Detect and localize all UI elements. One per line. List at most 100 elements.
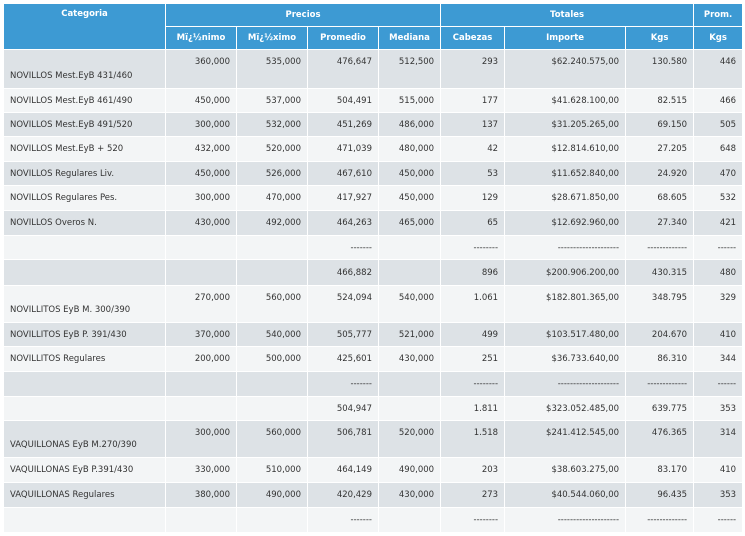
category-cell: NOVILLOS Overos N. <box>3 210 166 236</box>
value-cell: 450,000 <box>377 161 442 186</box>
value-cell: 410 <box>693 322 744 347</box>
value-cell: 450,000 <box>165 88 237 113</box>
value-cell: 451,269 <box>307 112 379 137</box>
category-cell: NOVILLITOS EyB M. 300/390 <box>3 285 166 323</box>
category-cell: NOVILLOS Mest.EyB 461/490 <box>3 88 166 113</box>
value-cell: ------------- <box>625 507 695 533</box>
value-cell: ------------- <box>625 235 695 260</box>
value-cell: 42 <box>440 136 506 162</box>
value-cell: 430.315 <box>625 259 695 286</box>
value-cell: 639.775 <box>625 396 695 421</box>
table-row: VAQUILLONAS EyB P.391/430 330,000 510,000 4… <box>3 457 744 483</box>
table-row: NOVILLOS Mest.EyB 491/520 300,000 532,000 4… <box>3 112 744 137</box>
value-cell: $38.603.275,00 <box>504 457 627 483</box>
value-cell: 1.518 <box>440 420 506 458</box>
value-cell: 490,000 <box>236 482 308 508</box>
header-cell: Categoria <box>3 3 166 50</box>
header-cell: Kgs <box>625 26 695 50</box>
value-cell: -------- <box>440 235 506 260</box>
value-cell <box>165 235 237 260</box>
category-cell: NOVILLOS Mest.EyB + 520 <box>3 136 166 162</box>
table-row: NOVILLITOS EyB P. 391/430 370,000 540,000 5… <box>3 322 744 347</box>
value-cell: 466 <box>693 88 744 113</box>
value-cell: 504,947 <box>307 396 379 421</box>
table-row: NOVILLITOS Regulares 200,000 500,000 425,60… <box>3 346 744 372</box>
category-cell <box>3 259 166 286</box>
value-cell: 464,263 <box>307 210 379 236</box>
value-cell: 204.670 <box>625 322 695 347</box>
value-cell: 505,777 <box>307 322 379 347</box>
value-cell: 430,000 <box>165 210 237 236</box>
value-cell: 251 <box>440 346 506 372</box>
value-cell: ------------- <box>625 371 695 397</box>
value-cell: 300,000 <box>165 185 237 211</box>
value-cell: $41.628.100,00 <box>504 88 627 113</box>
value-cell: 177 <box>440 88 506 113</box>
value-cell: ------ <box>693 371 744 397</box>
value-cell <box>236 396 308 421</box>
value-cell: 24.920 <box>625 161 695 186</box>
value-cell: 137 <box>440 112 506 137</box>
value-cell: 69.150 <box>625 112 695 137</box>
value-cell: 480,000 <box>377 136 442 162</box>
value-cell: 330,000 <box>165 457 237 483</box>
value-cell: 560,000 <box>236 420 308 458</box>
table-row: NOVILLOS Regulares Pes. 300,000 470,000 417… <box>3 185 744 211</box>
value-cell: ------ <box>693 507 744 533</box>
value-cell: 490,000 <box>377 457 442 483</box>
header-cell: Mï¿½nimo <box>165 26 237 50</box>
value-cell: $323.052.485,00 <box>504 396 627 421</box>
value-cell: 430,000 <box>377 346 442 372</box>
table-row: 466,882 896 $200.906.200,00 430.315 480 <box>3 259 744 286</box>
value-cell: 450,000 <box>165 161 237 186</box>
value-cell: $103.517.480,00 <box>504 322 627 347</box>
value-cell: 540,000 <box>377 285 442 323</box>
table-row: ------- -------- -------------------- -----… <box>3 235 744 260</box>
category-cell: NOVILLOS Mest.EyB 431/460 <box>3 49 166 89</box>
value-cell: 505 <box>693 112 744 137</box>
value-cell: $62.240.575,00 <box>504 49 627 89</box>
header-cell: Prom. <box>693 3 744 27</box>
value-cell: ------- <box>307 507 379 533</box>
value-cell: -------- <box>440 371 506 397</box>
value-cell: 524,094 <box>307 285 379 323</box>
value-cell <box>377 235 442 260</box>
value-cell: 300,000 <box>165 420 237 458</box>
value-cell: -------------------- <box>504 235 627 260</box>
value-cell: 370,000 <box>165 322 237 347</box>
value-cell: 353 <box>693 396 744 421</box>
table-row: VAQUILLONAS EyB M.270/390 300,000 560,000 5… <box>3 420 744 458</box>
value-cell: 504,491 <box>307 88 379 113</box>
category-cell: NOVILLITOS Regulares <box>3 346 166 372</box>
value-cell: 86.310 <box>625 346 695 372</box>
value-cell: 512,500 <box>377 49 442 89</box>
category-cell: VAQUILLONAS EyB P.391/430 <box>3 457 166 483</box>
value-cell <box>165 396 237 421</box>
category-cell <box>3 235 166 260</box>
value-cell: 506,781 <box>307 420 379 458</box>
value-cell: 464,149 <box>307 457 379 483</box>
value-cell: 560,000 <box>236 285 308 323</box>
value-cell: ------- <box>307 235 379 260</box>
value-cell: 270,000 <box>165 285 237 323</box>
header-cell: Precios <box>164 3 442 27</box>
value-cell: 532 <box>693 185 744 211</box>
value-cell <box>377 507 442 533</box>
value-cell <box>236 507 308 533</box>
value-cell: 430,000 <box>377 482 442 508</box>
value-cell: 520,000 <box>377 420 442 458</box>
value-cell: 432,000 <box>165 136 237 162</box>
table-row: NOVILLOS Mest.EyB + 520 432,000 520,000 471… <box>3 136 744 162</box>
value-cell: 329 <box>693 285 744 323</box>
value-cell: 520,000 <box>236 136 308 162</box>
table-row: VAQUILLONAS Regulares 380,000 490,000 420,4… <box>3 482 744 508</box>
category-cell <box>3 396 166 421</box>
value-cell: 82.515 <box>625 88 695 113</box>
value-cell: ------- <box>307 371 379 397</box>
value-cell: 535,000 <box>236 49 308 89</box>
value-cell: 65 <box>440 210 506 236</box>
table-row: ------- -------- -------------------- -----… <box>3 371 744 397</box>
value-cell: 526,000 <box>236 161 308 186</box>
header-cell: Importe <box>504 26 627 50</box>
value-cell: 486,000 <box>377 112 442 137</box>
